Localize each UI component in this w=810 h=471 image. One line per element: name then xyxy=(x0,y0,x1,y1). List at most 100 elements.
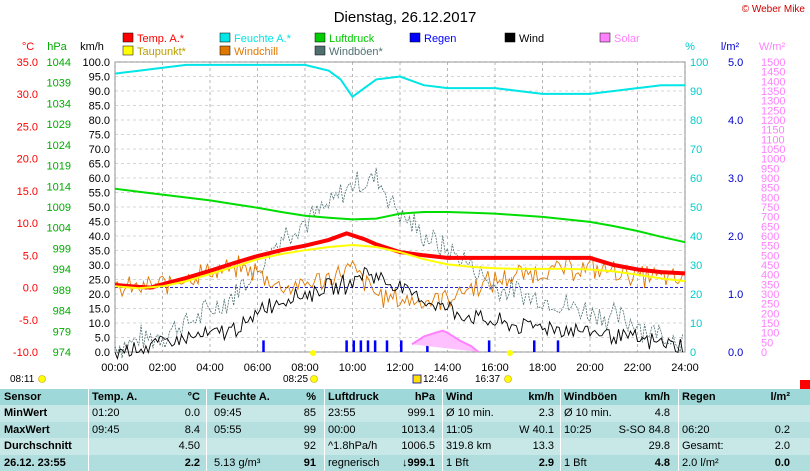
chart-title: Dienstag, 26.12.2017 xyxy=(334,9,477,26)
tick-solar: 1250 xyxy=(761,105,785,117)
table-divider xyxy=(560,389,561,471)
table-cell: 10:25 xyxy=(564,423,592,436)
tick-pressure: 1024 xyxy=(47,140,71,152)
series-line-wind xyxy=(114,266,684,360)
tick-temp: 35.0 xyxy=(17,57,38,69)
table-cell: 2.3 xyxy=(538,407,554,420)
tick-temp: 15.0 xyxy=(17,186,38,198)
tick-rain: 3.0 xyxy=(728,173,743,185)
legend-label: Luftdruck xyxy=(329,33,375,45)
tick-humidity: 70 xyxy=(690,144,702,156)
table-row xyxy=(0,421,810,439)
legend-label: Feuchte A.* xyxy=(234,33,292,45)
table-cell: 29.8 xyxy=(648,440,670,453)
tick-humidity: 30 xyxy=(690,260,702,272)
tick-solar: 600 xyxy=(761,231,779,243)
legend-label: Solar xyxy=(614,33,640,45)
legend-label: Regen xyxy=(424,33,456,45)
tick-wind: 90.0 xyxy=(89,86,110,98)
stats-table: Sensor Temp. A. °C Feuchte A.% Luftdruck hPa W… xyxy=(0,389,810,471)
table-cell: 05:55 xyxy=(214,423,242,436)
sunrise-time: 08:25 xyxy=(283,374,308,385)
series-line-luftdruck xyxy=(114,187,686,244)
table-cell: regnerisch xyxy=(328,456,380,469)
tick-wind: 10.0 xyxy=(89,318,110,330)
tick-solar: 1150 xyxy=(761,125,785,137)
tick-solar: 550 xyxy=(761,241,779,253)
tick-rain: 1.0 xyxy=(728,289,743,301)
rain-bar xyxy=(262,340,265,352)
legend-swatch xyxy=(314,45,326,56)
tick-solar: 1500 xyxy=(761,57,785,69)
table-header-cell: Sensor xyxy=(4,391,42,403)
sun-icon xyxy=(310,375,318,383)
tick-x: 00:00 xyxy=(101,362,129,374)
tick-x: 22:00 xyxy=(624,362,652,374)
rain-bar xyxy=(426,340,429,352)
copyright: © Weber Mike xyxy=(742,4,806,15)
table-header-cell: Luftdruck xyxy=(328,391,379,403)
tick-rain: 2.0 xyxy=(728,231,743,243)
tick-solar: 900 xyxy=(761,173,779,185)
table-cell: 5.13 g/m³ xyxy=(214,456,261,469)
tick-wind: 100.0 xyxy=(82,57,110,69)
table-cell: 99 xyxy=(303,423,316,436)
table-header-row xyxy=(0,389,810,406)
tick-solar: 300 xyxy=(761,289,779,301)
table-cell: 91 xyxy=(303,456,316,469)
table-cell: 11:05 xyxy=(446,423,473,436)
tick-pressure: 1034 xyxy=(47,98,71,110)
table-cell: Gesamt: xyxy=(682,440,724,453)
table-header-cell: Regen xyxy=(682,391,716,403)
tick-wind: 50.0 xyxy=(89,202,110,214)
tick-humidity: 80 xyxy=(690,115,702,127)
tick-pressure: 1029 xyxy=(47,119,71,131)
table-cell: ↓999.1 xyxy=(401,456,435,469)
rain-bar xyxy=(373,340,377,352)
sun-icon xyxy=(504,375,512,383)
legend-swatch xyxy=(219,32,231,43)
table-cell: ^1.8hPa/h xyxy=(328,440,378,453)
tick-solar: 1350 xyxy=(761,86,785,98)
table-cell: 23:55 xyxy=(328,407,356,420)
table-cell: 92 xyxy=(303,440,316,453)
table-header-cell: % xyxy=(306,391,316,403)
tick-x: 24:00 xyxy=(671,362,699,374)
table-header-cell: Wind xyxy=(446,391,473,403)
tick-pressure: 989 xyxy=(53,285,71,297)
tick-solar: 500 xyxy=(761,250,779,262)
tick-x: 06:00 xyxy=(244,362,272,374)
table-cell: 4.8 xyxy=(654,456,670,469)
tick-solar: 0 xyxy=(761,347,767,359)
table-cell: 1013.4 xyxy=(401,423,435,436)
table-header-cell: Temp. A. xyxy=(92,391,138,403)
table-cell: Ø 10 min. xyxy=(446,407,494,420)
rain-bar xyxy=(533,340,536,352)
noon-time: 12:46 xyxy=(423,374,448,385)
rain-bar xyxy=(366,340,370,352)
tick-x: 14:00 xyxy=(434,362,462,374)
tick-solar: 1400 xyxy=(761,76,785,88)
rain-bar xyxy=(556,340,560,352)
table-header-cell: l/m² xyxy=(770,391,790,403)
rain-bar xyxy=(385,340,389,352)
tick-pressure: 1014 xyxy=(47,181,71,193)
tick-solar: 800 xyxy=(761,192,779,204)
tick-pressure: 1044 xyxy=(47,57,71,69)
table-cell: 06:20 xyxy=(682,423,710,436)
legend-swatch xyxy=(599,32,611,43)
axis-title-wind: km/h xyxy=(80,41,104,53)
weather-chart: Dienstag, 26.12.2017 © Weber Mike Temp. A.… xyxy=(10,4,810,389)
noon-icon xyxy=(412,374,422,384)
table-cell: 13.3 xyxy=(532,440,554,453)
tick-x: 12:00 xyxy=(386,362,414,374)
tick-solar: 1200 xyxy=(761,115,785,127)
table-row xyxy=(0,438,810,455)
table-cell: 85 xyxy=(303,407,316,420)
tick-pressure: 994 xyxy=(53,264,71,276)
tick-solar: 150 xyxy=(761,318,779,330)
tick-wind: 65.0 xyxy=(89,159,110,171)
table-cell: Durchschnitt xyxy=(4,440,72,453)
legend-swatch xyxy=(122,45,134,56)
axis-title-solar: W/m² xyxy=(759,41,786,53)
